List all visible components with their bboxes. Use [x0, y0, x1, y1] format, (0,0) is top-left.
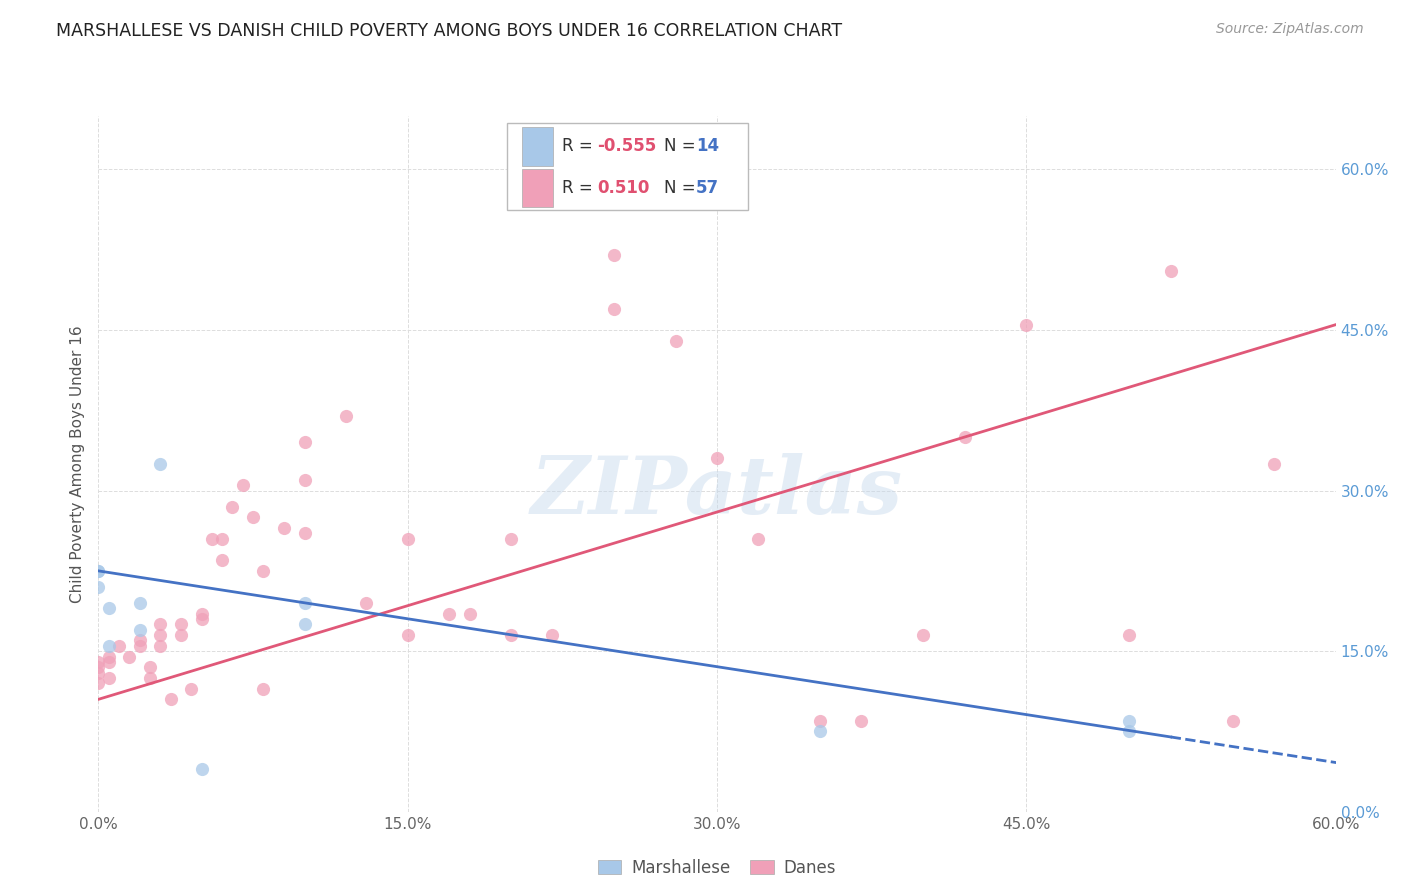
Point [128, 633, 150, 648]
Point [108, 639, 131, 653]
Point [273, 521, 295, 535]
Point [1118, 628, 1140, 642]
Point [211, 553, 233, 567]
Point [180, 681, 202, 696]
Point [97, 655, 120, 669]
Point [87, 564, 110, 578]
Text: R =: R = [562, 179, 603, 197]
Point [232, 478, 254, 492]
Point [294, 526, 316, 541]
Text: R =: R = [562, 137, 599, 155]
Point [128, 639, 150, 653]
Bar [506, 123, 748, 210]
Point [912, 628, 935, 642]
Text: N =: N = [664, 137, 700, 155]
Point [149, 617, 172, 632]
Point [118, 649, 141, 664]
Point [87, 580, 110, 594]
Point [190, 607, 212, 621]
Point [1160, 264, 1182, 278]
Point [294, 596, 316, 610]
Point [1118, 724, 1140, 739]
Point [159, 692, 181, 706]
Point [665, 334, 688, 348]
Point [335, 409, 357, 423]
Point [499, 628, 522, 642]
Point [97, 601, 120, 615]
Point [97, 639, 120, 653]
Point [149, 628, 172, 642]
Point [97, 671, 120, 685]
Point [1015, 318, 1038, 332]
Point [541, 628, 564, 642]
Point [87, 564, 110, 578]
Point [603, 248, 626, 262]
Point [242, 510, 264, 524]
Point [294, 617, 316, 632]
Point [139, 671, 162, 685]
Point [747, 532, 769, 546]
Y-axis label: Child Poverty Among Boys Under 16: Child Poverty Among Boys Under 16 [70, 325, 86, 603]
Point [437, 607, 460, 621]
Point [808, 714, 831, 728]
Point [190, 762, 212, 776]
Point [458, 607, 481, 621]
Point [1118, 714, 1140, 728]
Point [1263, 457, 1285, 471]
Text: MARSHALLESE VS DANISH CHILD POVERTY AMONG BOYS UNDER 16 CORRELATION CHART: MARSHALLESE VS DANISH CHILD POVERTY AMON… [56, 22, 842, 40]
Point [706, 451, 728, 466]
Point [128, 596, 150, 610]
Text: ZIPatlas: ZIPatlas [531, 453, 903, 531]
Bar [522, 128, 553, 166]
Text: 0.510: 0.510 [598, 179, 650, 197]
Point [128, 623, 150, 637]
Point [201, 532, 224, 546]
Point [851, 714, 873, 728]
Point [252, 564, 274, 578]
Bar [522, 169, 553, 207]
Point [356, 596, 378, 610]
Point [396, 532, 419, 546]
Point [808, 724, 831, 739]
Point [1222, 714, 1244, 728]
Point [221, 500, 243, 514]
Point [87, 660, 110, 674]
Point [170, 628, 193, 642]
Point [87, 655, 110, 669]
Point [190, 612, 212, 626]
Text: Source: ZipAtlas.com: Source: ZipAtlas.com [1216, 22, 1364, 37]
Point [139, 660, 162, 674]
Point [603, 301, 626, 316]
Point [396, 628, 419, 642]
Text: 14: 14 [696, 137, 718, 155]
Point [170, 617, 193, 632]
Point [252, 681, 274, 696]
Point [87, 676, 110, 690]
Point [294, 473, 316, 487]
Text: 57: 57 [696, 179, 718, 197]
Text: -0.555: -0.555 [598, 137, 657, 155]
Point [953, 430, 976, 444]
Point [499, 532, 522, 546]
Point [211, 532, 233, 546]
Text: N =: N = [664, 179, 700, 197]
Point [87, 665, 110, 680]
Point [97, 649, 120, 664]
Point [149, 457, 172, 471]
Point [149, 639, 172, 653]
Legend: Marshallese, Danes: Marshallese, Danes [591, 852, 844, 883]
Point [294, 435, 316, 450]
